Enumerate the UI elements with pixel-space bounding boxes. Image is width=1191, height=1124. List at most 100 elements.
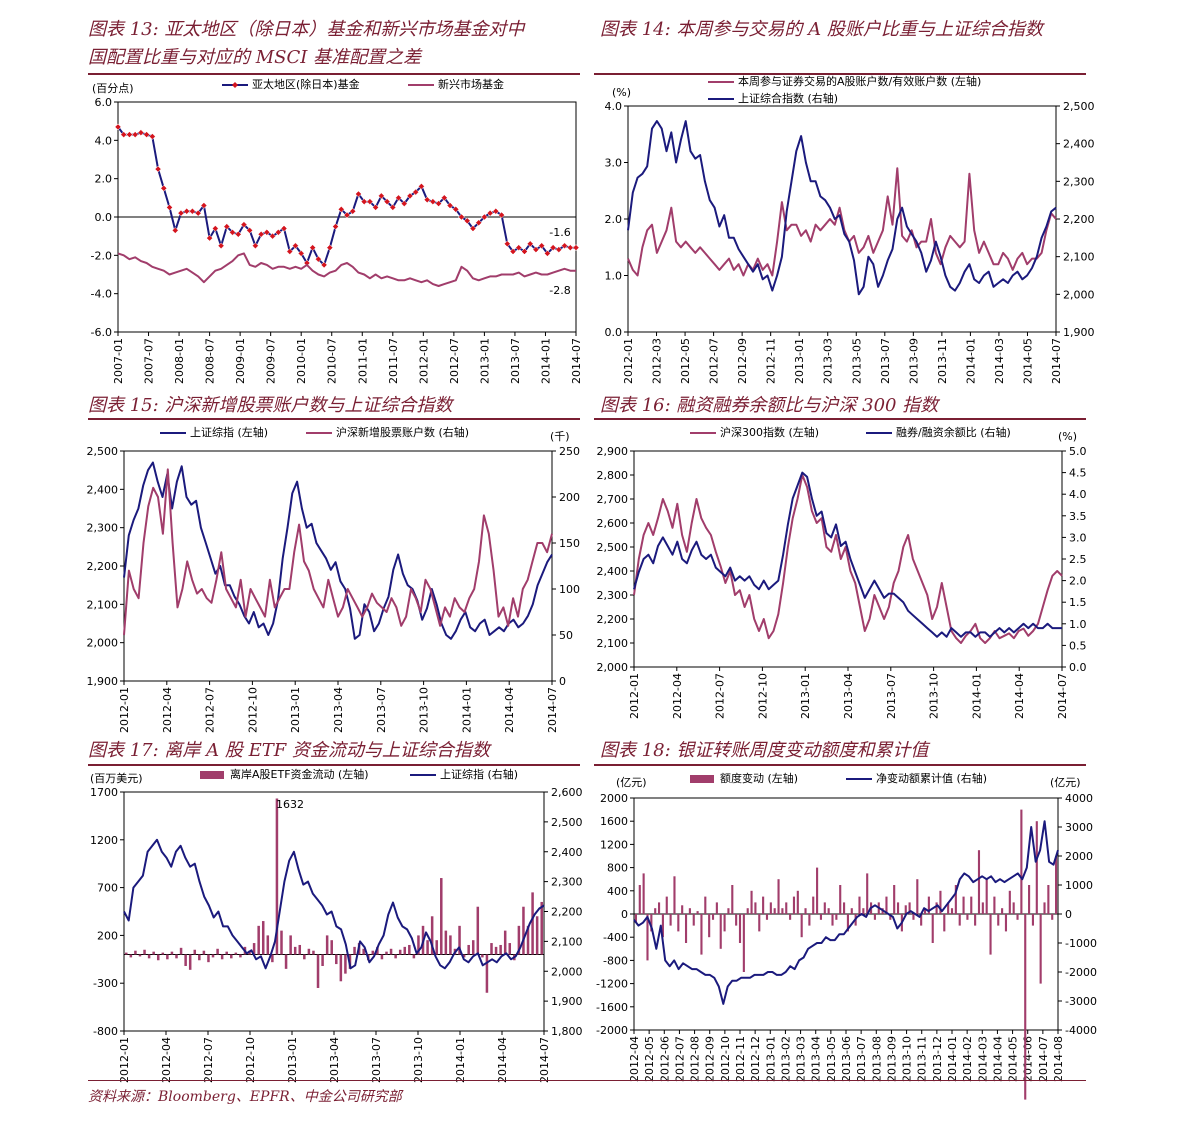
chart17-ytick-right-label: 2,100 [551,935,583,948]
chart18-bar [819,914,823,920]
chart13-point [355,190,362,198]
chart14-ytick-right-label: 1,900 [1063,326,1095,339]
chart13-point [343,211,351,219]
chart17-bar [412,954,416,959]
chart18-ytick-label: 2000 [600,792,628,805]
chart17-series-2-line [123,838,545,970]
chart13-point [234,230,242,238]
chart17-bar [467,944,470,955]
chart16-title: 图表 16: 融资融券余额比与沪深 300 指数 [600,395,939,416]
chart18-xtick-label: 2014-01 [946,1036,959,1082]
chart13-xtick-label: 2010-07 [326,338,339,384]
chart15-ytick-label: 2,200 [87,560,119,573]
chart18-bar [642,873,645,914]
chart18-legend-label: 额度变动 (左轴) [720,771,798,785]
chart13-point [274,228,282,236]
chart17-bar [339,954,343,982]
chart16-ytick-label: 2,300 [597,589,629,602]
chart18-bar [831,914,834,926]
chart18-bar [850,908,853,914]
chart17-bar [211,954,215,958]
chart14-ytick-label: 2.0 [605,213,623,226]
chart17-bar [371,950,375,955]
chart18-xtick-label: 2012-07 [673,1036,686,1082]
chart17-bar [207,954,210,963]
chart17-bar [531,892,534,955]
chart15-legend-label: 上证综指 (左轴) [190,425,268,439]
chart18-bar [977,850,981,914]
chart17-ytick-label: 200 [97,929,118,942]
chart17-bar [298,944,302,955]
chart13-point [509,248,517,255]
chart18-bar [646,914,649,961]
chart16-title-rule [594,418,1086,420]
chart17-bar [193,949,197,955]
chart18-ytick-right-label: 4000 [1065,792,1093,805]
chart18-ytick-label: -1200 [596,978,628,991]
chart14-xtick-label: 2013-03 [822,338,835,384]
chart18-bar [808,914,811,926]
chart18-ytick-right-label: -4000 [1065,1024,1097,1037]
chart16-ytick-right-label: 5.0 [1069,445,1087,458]
chart17-bar [526,925,530,955]
chart18-xtick-label: 2013-12 [931,1036,944,1082]
chart13-unit-left: (百分点) [92,82,134,95]
chart14-ytick-right-label: 2,400 [1063,138,1095,151]
chart18-xtick-label: 2014-04 [991,1036,1004,1082]
chart17-bar [508,943,512,955]
chart17-bar [225,951,228,955]
chart13-point [263,228,271,236]
chart17-bar [471,940,475,955]
chart17-bar [280,930,283,955]
chart13-xtick-label: 2012-07 [448,338,461,384]
chart14-ytick-label: 1.0 [605,270,623,283]
chart16-xtick-label: 2012-07 [714,673,727,719]
chart18-bar [812,896,815,914]
chart13-point [372,204,379,211]
chart14-ytick-right-label: 2,300 [1063,175,1095,188]
chart14-xtick-label: 2013-09 [907,338,920,384]
chart18-bar [912,914,915,920]
chart17-title: 图表 17: 离岸 A 股 ETF 资金流动与上证综合指数 [88,740,490,761]
chart13-point [126,131,133,138]
chart17-bar [476,906,480,955]
chart18-bar [866,873,869,914]
chart17-bar [485,954,489,993]
chart18-title-rule [594,764,1086,766]
chart18-ytick-right-label: 3000 [1065,821,1093,834]
chart17-bar [184,954,187,966]
chart16-ytick-label: 2,400 [597,565,629,578]
chart14-xtick-label: 2014-01 [964,338,977,384]
chart13-annotation: -1.6 [549,226,570,239]
chart15-xtick-label: 2012-07 [204,687,217,733]
chart18-xtick-label: 2014-06 [1022,1036,1035,1082]
chart18-bar [681,905,684,914]
chart16-ytick-right-label: 4.0 [1069,488,1087,501]
chart15-series-2-line [123,468,553,636]
chart13-point [120,131,128,138]
chart13-annotation: -2.8 [549,284,570,297]
chart14-xtick-label: 2014-07 [1050,338,1063,384]
chart18-bar [839,885,842,914]
chart18-bar [781,908,784,914]
chart18-xtick-label: 2014-02 [961,1036,974,1082]
chart13-point [366,198,374,206]
chart17-ytick-right-label: 1,900 [551,995,583,1008]
chart17-plot-frame [123,791,545,1032]
chart17-bar [503,930,507,955]
chart15-xtick-label: 2013-01 [289,687,302,733]
chart17-xtick-label: 2013-01 [286,1037,299,1083]
chart17-bar [430,916,434,955]
chart14-unit-left: (%) [612,86,631,99]
chart18-bar [862,908,865,914]
chart18-bar [908,902,911,914]
chart15-ytick-label: 2,300 [87,522,119,535]
chart18-bar [796,890,799,914]
chart13-point [137,129,145,137]
chart13-point [326,244,334,252]
chart17-legend-swatch [200,771,224,779]
chart18-bar [1004,914,1008,932]
chart14-legend-label: 本周参与证券交易的A股账户数/有效账户数 (左轴) [738,74,981,88]
chart18-bar [769,902,772,914]
chart14-xtick-label: 2012-11 [765,338,778,384]
